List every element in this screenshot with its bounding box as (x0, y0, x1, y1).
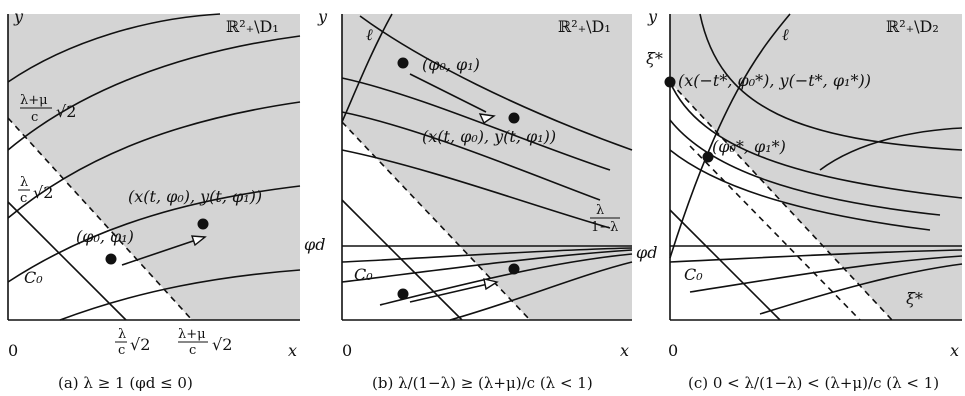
panel-c-mid-point (702, 151, 714, 163)
panel-a-lc-bot: c (20, 191, 27, 206)
panel-c-mid-point-label: (φ₀*, φ₁*) (712, 137, 786, 156)
panel-a-C0-label: C₀ (24, 268, 43, 287)
panel-b-l1l-top: λ (596, 203, 604, 218)
panel-a-start-point (105, 253, 117, 265)
panel-b-x-label: x (620, 341, 629, 360)
panel-b-arrow-head-bottom (483, 278, 499, 291)
panel-b-caption: (b) λ/(1−λ) ≥ (λ+μ)/c (λ < 1) (372, 374, 593, 392)
panel-a-end-point (197, 218, 209, 230)
panel-c-ell-label: ℓ (782, 25, 789, 44)
panel-b-region-label: ℝ²₊\D₁ (558, 17, 611, 36)
panel-b-trajectory-4 (341, 149, 611, 229)
panel-a-xtick1-sqrt: √2 (130, 335, 150, 354)
panel-a-arrow-head (191, 235, 207, 247)
panel-b-l1l-bot: 1−λ (591, 220, 618, 235)
panel-a-xtick2-bot: c (189, 343, 196, 358)
panel-a-trajectory-2 (7, 35, 301, 151)
panel-b-start-label: (φ₀, φ₁) (422, 55, 480, 74)
panel-c-y-label: y (647, 7, 658, 26)
panel-c: y ℓ ℝ²₊\D₂ ξ* (x(−t*, φ₀*), y(−t*, φ₁*))… (636, 7, 963, 392)
panel-b-flow-arrow-top (409, 73, 487, 113)
panel-b-trajectory-3 (341, 111, 601, 201)
panel-a-end-label: (x(t, φ₀), y(t, φ₁)) (128, 187, 262, 206)
panel-c-top-point-label: (x(−t*, φ₀*), y(−t*, φ₁*)) (678, 71, 871, 90)
panel-b-end-label: (x(t, φ₀), y(t, φ₁)) (422, 127, 556, 146)
panel-a-solid-line (7, 201, 127, 321)
panel-c-trajectory-3 (669, 119, 941, 216)
panel-b-trajectory-8 (449, 261, 633, 321)
panel-c-trajectory-5 (819, 127, 963, 171)
panel-c-xi-label-axis: ξ* (646, 49, 663, 68)
panel-a-trajectory-1 (7, 13, 221, 83)
panel-c-phi-d-label: φd (636, 243, 657, 262)
panel-b-end-point-top (508, 112, 520, 124)
panel-a-trajectory-4 (7, 185, 301, 283)
panel-c-shaded-region (670, 14, 962, 320)
panel-b-flow-arrow-bottom (409, 283, 489, 303)
panel-c-trajectory-6 (669, 249, 963, 263)
panel-b-trajectory-7 (379, 253, 633, 306)
panel-a-shaded-region (8, 14, 300, 320)
panel-a-region-label: ℝ²₊\D₁ (226, 17, 279, 36)
panel-b-C0-label: C₀ (354, 265, 373, 284)
panel-b-solid-line (341, 199, 463, 321)
panel-b-ell-label: ℓ (366, 25, 373, 44)
panel-c-region-label: ℝ²₊\D₂ (886, 17, 939, 36)
panel-c-solid-line (669, 209, 781, 321)
panel-b-y-label: y (317, 7, 328, 26)
panel-a-trajectory-5 (59, 269, 301, 321)
panel-a-xtick1-top: λ (118, 327, 126, 342)
panel-a-coef-top: λ+μ (20, 93, 48, 108)
panel-c-dashed-line-2 (689, 145, 861, 321)
panel-c-trajectory-2 (669, 81, 963, 199)
panel-c-trajectory-8 (759, 263, 963, 315)
panel-c-caption: (c) 0 < λ/(1−λ) < (λ+μ)/c (λ < 1) (688, 374, 939, 392)
panel-c-trajectory-1 (699, 13, 963, 151)
panel-c-x-label: x (950, 341, 959, 360)
panel-a-lc-sqrt: √2 (33, 183, 53, 202)
panel-c-origin: 0 (668, 341, 678, 360)
panel-b-ell-line (341, 13, 393, 123)
panel-b-start-point-top (397, 57, 409, 69)
panel-c-xi-label: ξ* (906, 289, 923, 308)
panel-a-caption: (a) λ ≥ 1 (φd ≤ 0) (58, 374, 193, 392)
panel-c-top-point (664, 76, 676, 88)
panel-a: y ℝ²₊\D₁ λ+μ c √2 λ c √2 (x(t, φ₀), y(t,… (7, 7, 301, 392)
panel-b-trajectory-5 (341, 247, 633, 263)
panel-c-C0-label: C₀ (684, 265, 703, 284)
panel-b: y ℓ ℝ²₊\D₁ (φ₀, φ₁) (x(t, φ₀), y(t, φ₁))… (304, 7, 633, 392)
panel-a-coef-sqrt: √2 (56, 102, 76, 121)
panel-b-trajectory-1 (359, 15, 633, 151)
panel-a-trajectory-3 (7, 101, 301, 219)
panel-a-origin: 0 (8, 341, 18, 360)
panel-b-trajectory-2 (341, 77, 611, 171)
panel-b-dashed-line (341, 121, 531, 321)
panel-b-origin: 0 (342, 341, 352, 360)
panel-a-xtick2-top: λ+μ (178, 327, 206, 342)
panel-c-trajectory-4 (669, 149, 931, 231)
panel-a-xtick1-bot: c (118, 343, 125, 358)
panel-b-end-point-bottom (508, 263, 520, 275)
panel-b-shaded-region (342, 14, 632, 320)
panel-a-lc-top: λ (20, 175, 28, 190)
panel-a-x-label: x (288, 341, 297, 360)
panel-b-phi-d-label: φd (304, 235, 325, 254)
panel-c-ell-line (669, 13, 791, 259)
panel-b-arrow-head-top (478, 113, 496, 125)
panel-b-start-point-bottom (397, 288, 409, 300)
panel-a-dashed-line (7, 117, 193, 321)
panel-b-trajectory-6 (341, 249, 633, 283)
panel-a-flow-arrow (121, 239, 197, 266)
panel-a-y-label: y (13, 7, 24, 26)
panel-a-xtick2-sqrt: √2 (212, 335, 232, 354)
panel-a-coef-bot: c (31, 110, 38, 125)
panel-a-start-label: (φ₀, φ₁) (76, 227, 134, 246)
panel-c-trajectory-7 (689, 255, 963, 293)
